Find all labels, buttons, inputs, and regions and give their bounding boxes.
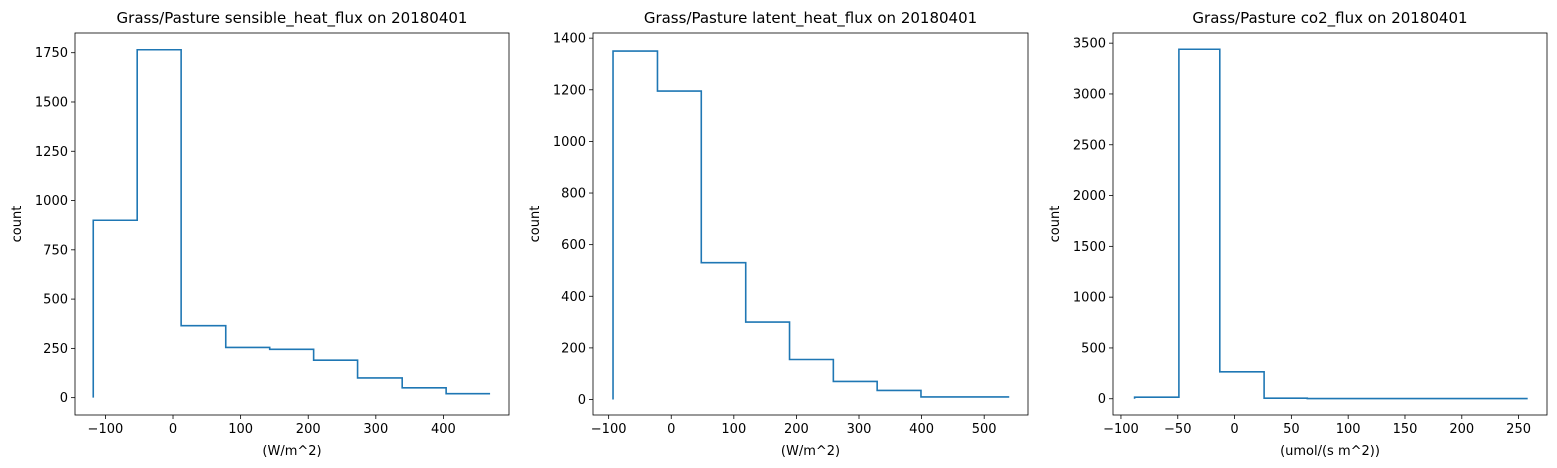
y-tick-label: 400	[561, 290, 586, 305]
axes-frame	[1112, 32, 1548, 416]
x-tick-label: 400	[431, 422, 456, 437]
x-axis-label: (umol/(s m^2))	[1280, 444, 1380, 459]
chart-panel-2: Grass/Pasture latent_heat_flux on 201804…	[528, 9, 1029, 459]
y-tick-label: 500	[1081, 341, 1106, 356]
y-tick-label: 600	[561, 238, 586, 253]
histogram-step-line	[1133, 48, 1528, 400]
y-tick-label: 1250	[35, 145, 68, 160]
chart-title: Grass/Pasture co2_flux on 20180401	[1192, 9, 1467, 28]
chart-panel-3: Grass/Pasture co2_flux on 20180401 −100 −5…	[1048, 9, 1548, 459]
y-tick-label: 0	[60, 391, 68, 406]
x-tick-label: 0	[1230, 422, 1238, 437]
y-tick-label: 1400	[553, 32, 586, 47]
y-tick-label: 200	[561, 341, 586, 356]
x-tick-label: 0	[169, 422, 177, 437]
x-tick-label: 200	[784, 422, 809, 437]
x-tick-label: −100	[88, 422, 124, 437]
histogram-step-line	[612, 50, 1010, 400]
y-tick-label: 0	[578, 393, 586, 408]
y-tick-label: 3500	[1073, 37, 1106, 52]
chart-panel-1: Grass/Pasture sensible_heat_flux on 2018…	[10, 9, 510, 459]
x-tick-label: 200	[296, 422, 321, 437]
x-tick-label: 200	[1449, 422, 1474, 437]
y-tick-label: 1500	[35, 95, 68, 110]
y-tick-label: 1000	[1073, 291, 1106, 306]
x-tick-label: 500	[972, 422, 997, 437]
axes-frame	[74, 32, 510, 416]
x-tick-label: −50	[1164, 422, 1191, 437]
chart-title: Grass/Pasture latent_heat_flux on 201804…	[644, 9, 977, 28]
x-axis-label: (W/m^2)	[262, 444, 321, 459]
y-tick-label: 1750	[35, 46, 68, 61]
x-tick-label: 400	[909, 422, 934, 437]
y-tick-label: 1500	[1073, 240, 1106, 255]
x-tick-label: −100	[1103, 422, 1139, 437]
x-axis-label: (W/m^2)	[781, 444, 840, 459]
x-tick-label: 150	[1393, 422, 1418, 437]
y-tick-label: 800	[561, 187, 586, 202]
y-tick-label: 2000	[1073, 189, 1106, 204]
chart-title: Grass/Pasture sensible_heat_flux on 2018…	[117, 9, 468, 28]
x-tick-label: 100	[228, 422, 253, 437]
histogram-step-line	[92, 48, 491, 398]
y-tick-label: 1000	[553, 135, 586, 150]
x-tick-label: 50	[1283, 422, 1300, 437]
y-tick-label: 1000	[35, 194, 68, 209]
y-tick-label: 0	[1098, 392, 1106, 407]
y-axis-label: count	[528, 206, 543, 243]
y-axis-label: count	[1048, 206, 1063, 243]
x-tick-label: 0	[667, 422, 675, 437]
x-tick-label: −100	[591, 422, 627, 437]
axes-frame	[592, 32, 1029, 416]
y-tick-label: 750	[43, 243, 68, 258]
y-tick-label: 1200	[553, 83, 586, 98]
x-tick-label: 100	[1336, 422, 1361, 437]
y-axis-label: count	[10, 206, 25, 243]
y-tick-label: 3000	[1073, 87, 1106, 102]
y-tick-label: 2500	[1073, 138, 1106, 153]
x-tick-label: 250	[1506, 422, 1531, 437]
y-tick-label: 500	[43, 293, 68, 308]
x-tick-label: 100	[721, 422, 746, 437]
y-tick-label: 250	[43, 342, 68, 357]
x-tick-label: 300	[847, 422, 872, 437]
x-tick-label: 300	[363, 422, 388, 437]
